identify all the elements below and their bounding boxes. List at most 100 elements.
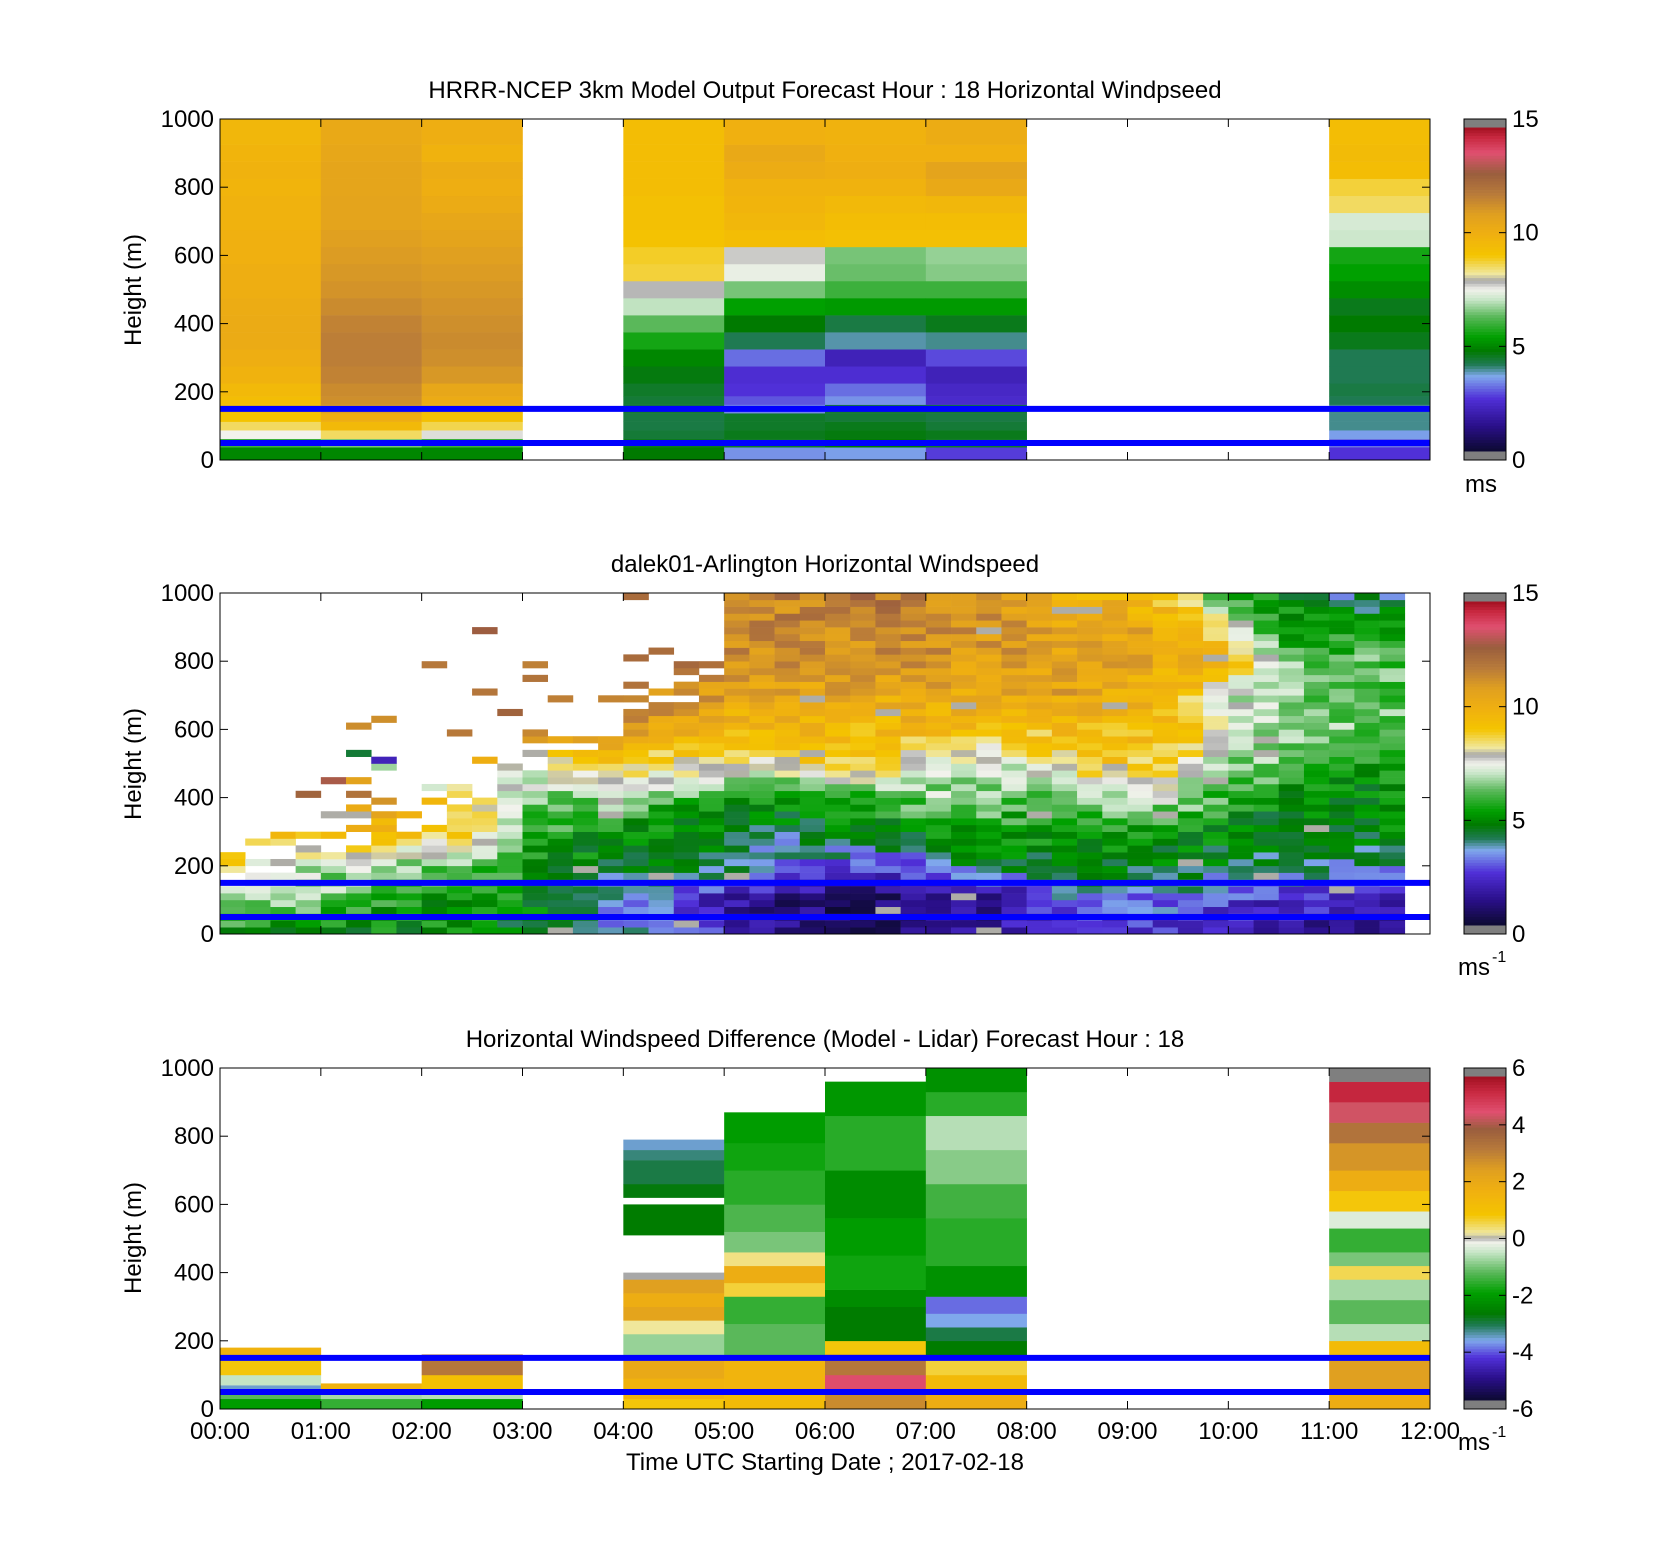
heatmap-cell — [220, 1374, 322, 1386]
heatmap-cell — [320, 1398, 422, 1409]
heatmap-cell — [547, 777, 574, 785]
heatmap-cell — [648, 824, 675, 832]
colorbar-swatch — [1464, 289, 1506, 293]
heatmap-cell — [925, 229, 1027, 248]
heatmap-cell — [875, 818, 901, 826]
heatmap-cell — [1253, 695, 1280, 703]
heatmap-cell — [648, 865, 675, 873]
heatmap-cell — [1127, 899, 1154, 908]
heatmap-cell — [320, 315, 422, 333]
colorbar-swatch — [1464, 357, 1506, 361]
colorbar-swatch — [1464, 317, 1506, 322]
heatmap-cell — [522, 811, 549, 819]
heatmap-cell — [724, 647, 750, 655]
heatmap-cell — [497, 763, 523, 771]
heatmap-cell — [1278, 872, 1305, 880]
colorbar-swatch — [1464, 209, 1506, 214]
heatmap-cell — [925, 1183, 1027, 1219]
heatmap-cell — [1303, 688, 1330, 696]
heatmap-cell — [850, 893, 876, 901]
panel-difference-ylabel: Height (m) — [120, 1182, 147, 1294]
heatmap-cell — [472, 797, 498, 805]
heatmap-cell — [497, 899, 523, 908]
heatmap-cell — [421, 1374, 523, 1393]
heatmap-cell — [1026, 593, 1053, 601]
heatmap-cell — [1329, 1081, 1430, 1103]
colorbar-swatch — [1464, 1372, 1506, 1376]
colorbar-swatch — [1464, 814, 1506, 818]
heatmap-cell — [825, 1306, 927, 1342]
heatmap-cell — [774, 770, 801, 778]
heatmap-cell — [825, 899, 851, 908]
heatmap-cell — [623, 927, 649, 934]
heatmap-cell — [1379, 763, 1406, 771]
heatmap-cell — [724, 593, 750, 601]
colorbar-swatch — [1464, 1090, 1506, 1094]
heatmap-cell — [421, 920, 448, 928]
heatmap-cell — [220, 315, 322, 333]
heatmap-cell — [698, 818, 725, 826]
heatmap-cell — [497, 790, 523, 798]
heatmap-cell — [1026, 647, 1053, 655]
heatmap-cell — [1278, 790, 1305, 798]
colorbar-swatch — [1464, 772, 1506, 776]
heatmap-cell — [1102, 906, 1128, 914]
heatmap-cell — [1303, 899, 1330, 908]
heatmap-cell — [825, 797, 851, 805]
heatmap-cell — [724, 1112, 826, 1144]
heatmap-cell — [774, 797, 801, 805]
heatmap-cell — [976, 845, 1002, 853]
heatmap-cell — [1303, 627, 1330, 635]
heatmap-cell — [850, 722, 876, 730]
heatmap-cell — [1026, 927, 1053, 934]
heatmap-cell — [1228, 811, 1254, 819]
x-tick-label: 00:00 — [190, 1418, 250, 1445]
heatmap-cell — [1329, 229, 1430, 248]
heatmap-cell — [598, 777, 624, 785]
heatmap-cell — [925, 599, 952, 607]
heatmap-cell — [648, 852, 675, 860]
heatmap-cell — [799, 722, 826, 730]
heatmap-cell — [925, 749, 952, 757]
heatmap-cell — [346, 777, 372, 785]
heatmap-cell — [1379, 838, 1406, 846]
heatmap-cell — [522, 770, 549, 778]
heatmap-cell — [900, 743, 927, 751]
colorbar-swatch — [1464, 1357, 1506, 1362]
colorbar-swatch — [1464, 172, 1506, 177]
heatmap-cell — [774, 722, 801, 730]
heatmap-cell — [875, 647, 901, 655]
heatmap-cell — [799, 654, 826, 662]
heatmap-cell — [1026, 858, 1053, 867]
heatmap-cell — [698, 906, 725, 914]
heatmap-cell — [1102, 899, 1128, 908]
heatmap-cell — [1203, 899, 1229, 908]
heatmap-cell — [1253, 845, 1280, 853]
heatmap-cell — [825, 349, 927, 367]
colorbar-swatch — [1464, 309, 1506, 313]
heatmap-cell — [572, 852, 599, 860]
heatmap-cell — [900, 763, 927, 771]
heatmap-cell — [976, 736, 1002, 744]
heatmap-cell — [346, 845, 372, 853]
heatmap-cell — [825, 736, 851, 744]
heatmap-cell — [623, 899, 649, 908]
heatmap-cell — [749, 627, 775, 635]
heatmap-cell — [724, 212, 826, 231]
colorbar-swatch — [1464, 1178, 1506, 1183]
heatmap-cell — [1102, 722, 1128, 730]
heatmap-cell — [1051, 797, 1078, 805]
colorbar-swatch — [1464, 1093, 1506, 1097]
heatmap-cell — [976, 688, 1002, 696]
heatmap-cell — [1354, 702, 1380, 710]
heatmap-cell — [598, 899, 624, 908]
colorbar-swatch — [1464, 1298, 1506, 1302]
heatmap-cell — [976, 613, 1002, 621]
colorbar-swatch — [1464, 880, 1506, 884]
heatmap-cell — [825, 818, 851, 826]
heatmap-cell — [1379, 811, 1406, 819]
colorbar-swatch — [1464, 1329, 1506, 1333]
heatmap-cell — [396, 927, 422, 934]
heatmap-cell — [346, 865, 372, 873]
colorbar-tick-label: -2 — [1512, 1282, 1533, 1309]
